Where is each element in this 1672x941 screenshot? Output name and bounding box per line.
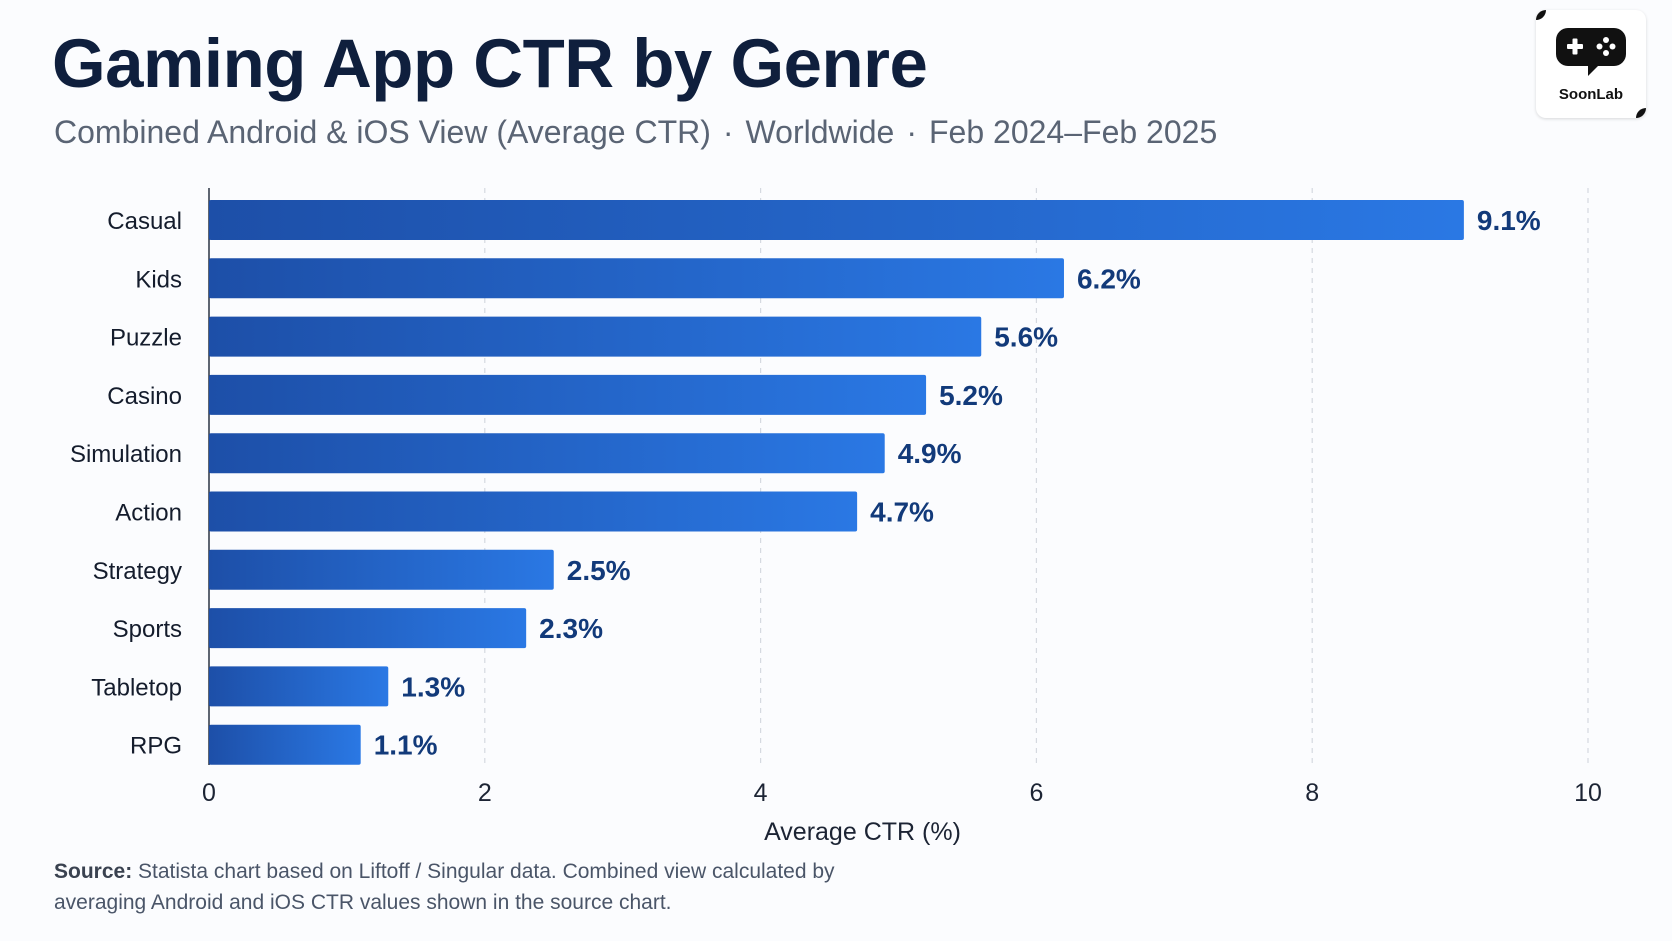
data-label: 1.1% [374, 730, 438, 761]
source-label: Source: [54, 860, 133, 883]
category-label: Casino [107, 383, 182, 410]
bars [209, 200, 1464, 765]
category-label: Puzzle [110, 325, 182, 352]
data-label: 5.2% [939, 380, 1003, 411]
bar [209, 200, 1464, 240]
bar [209, 258, 1064, 299]
x-tick-label: 4 [754, 779, 768, 807]
logo-corner [1536, 10, 1546, 20]
data-label: 4.9% [898, 438, 962, 469]
source-text: Statista chart based on Liftoff / Singul… [54, 860, 835, 914]
subtitle-view: Combined Android & iOS View (Average CTR… [54, 114, 711, 150]
x-tick-label: 2 [478, 779, 492, 807]
category-label: Simulation [70, 441, 182, 468]
bar [209, 316, 982, 357]
gridlines [484, 188, 1589, 765]
category-label: Tabletop [91, 674, 182, 701]
x-tick-label: 6 [1029, 779, 1043, 807]
data-label: 5.6% [994, 322, 1058, 353]
chart-subtitle: Combined Android & iOS View (Average CTR… [54, 114, 1217, 151]
x-tick-label: 0 [202, 779, 216, 807]
bar [209, 608, 527, 649]
subtitle-separator: · [906, 114, 917, 150]
category-label: RPG [130, 733, 182, 760]
logo-text: SoonLab [1558, 86, 1624, 103]
bar [209, 374, 927, 415]
category-label: Casual [107, 208, 182, 235]
category-label: Action [115, 500, 182, 527]
x-axis-title: Average CTR (%) [764, 818, 961, 846]
x-tick-label: 10 [1574, 779, 1602, 807]
data-label: 1.3% [401, 671, 465, 702]
category-labels: Casual Kids Puzzle Casino Simulation Action St… [70, 208, 182, 760]
category-label: Strategy [93, 558, 182, 585]
logo-corner [1636, 108, 1646, 118]
bar [209, 491, 858, 532]
bar [209, 433, 885, 474]
x-tick-labels: 0 2 4 6 8 10 [202, 779, 1602, 807]
subtitle-separator: · [722, 114, 734, 150]
subtitle-region: Worldwide [745, 114, 895, 150]
bar [209, 666, 389, 707]
subtitle-period: Feb 2024–Feb 2025 [929, 114, 1218, 150]
data-label: 9.1% [1477, 205, 1541, 236]
source-note: Source: Statista chart based on Liftoff … [54, 856, 874, 918]
data-label: 2.3% [539, 613, 603, 644]
chart-title: Gaming App CTR by Genre [52, 25, 928, 102]
gamepad-icon [1556, 28, 1626, 76]
data-label: 6.2% [1077, 263, 1141, 294]
data-label: 4.7% [870, 497, 934, 528]
x-tick-label: 8 [1305, 779, 1319, 807]
category-label: Sports [113, 616, 182, 643]
bar [209, 549, 554, 590]
data-label: 2.5% [567, 555, 631, 586]
bar [209, 724, 361, 765]
data-labels: 9.1% 6.2% 5.6% 5.2% 4.9% 4.7% 2.5% 2.3% 1.3% 1.1% [374, 205, 1541, 761]
brand-logo: SoonLab [1536, 10, 1646, 118]
category-label: Kids [135, 266, 182, 293]
